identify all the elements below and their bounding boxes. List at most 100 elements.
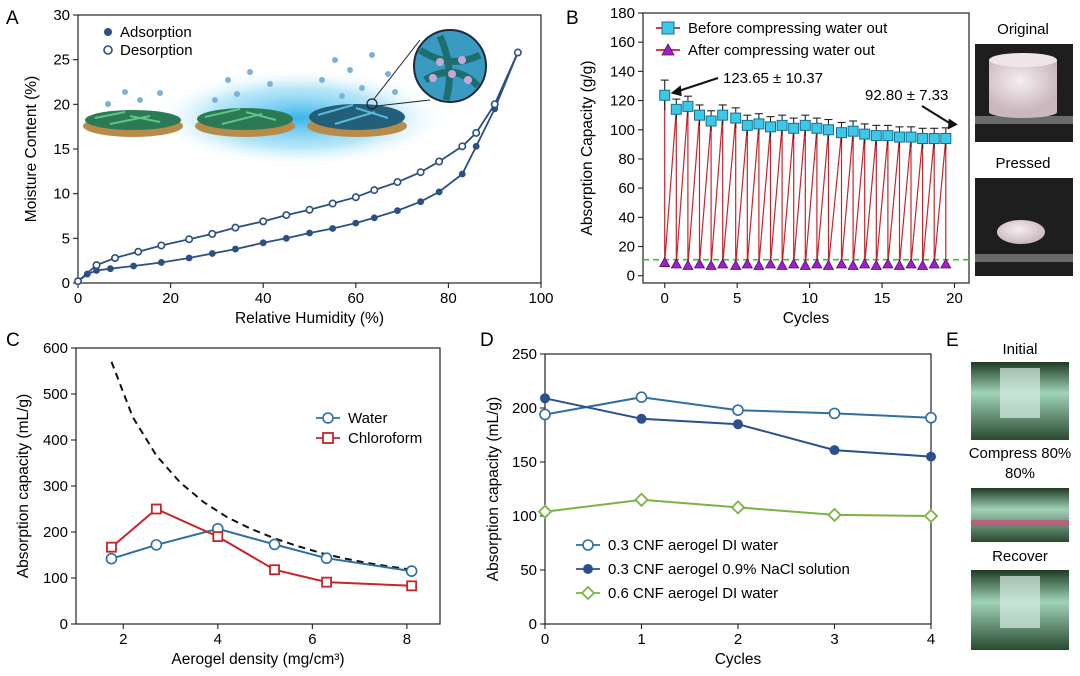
data-point-chloroform bbox=[406, 580, 418, 592]
y-tick-label: 80 bbox=[618, 151, 635, 168]
data-point-adsorption bbox=[435, 188, 443, 196]
data-point-desorption bbox=[513, 48, 522, 57]
data-point-after bbox=[905, 258, 917, 269]
data-point-desorption bbox=[416, 168, 425, 177]
data-point-after bbox=[788, 258, 800, 269]
data-point-series-3 bbox=[730, 500, 746, 515]
data-point-series-3 bbox=[923, 508, 939, 524]
annotation-arrowhead-start bbox=[670, 85, 682, 97]
x-axis-label: Aerogel density (mg/cm³) bbox=[171, 651, 344, 668]
data-point-desorption bbox=[282, 211, 291, 220]
data-point-adsorption bbox=[232, 245, 239, 253]
x-tick-label: 60 bbox=[347, 290, 364, 307]
x-tick-label: 3 bbox=[830, 631, 838, 648]
y-tick-label: 100 bbox=[512, 508, 537, 525]
plot-frame bbox=[642, 12, 970, 284]
x-tick-label: 0 bbox=[661, 290, 669, 307]
y-tick-label: 30 bbox=[53, 7, 70, 24]
cycle-zigzag-line bbox=[664, 95, 947, 266]
x-tick-label: 2 bbox=[734, 631, 742, 648]
data-point-after bbox=[928, 258, 940, 269]
legend-label: 0.3 CNF aerogel 0.9% NaCl solution bbox=[608, 561, 850, 578]
legend-label: Desorption bbox=[120, 42, 193, 59]
data-point-chloroform bbox=[106, 541, 117, 553]
data-point-before bbox=[705, 115, 717, 127]
data-point-series-1 bbox=[828, 407, 841, 420]
legend-marker bbox=[661, 43, 675, 56]
data-point-before bbox=[835, 127, 847, 139]
aerogel-disc-1 bbox=[83, 110, 183, 137]
legend-label: 0.6 CNF aerogel DI water bbox=[608, 585, 778, 602]
data-point-after bbox=[705, 259, 717, 270]
legend-marker bbox=[583, 564, 593, 574]
data-point-after bbox=[835, 258, 848, 269]
data-point-water bbox=[268, 538, 281, 551]
series-line-water bbox=[111, 527, 412, 573]
panel-label-c: C bbox=[6, 330, 20, 351]
plot-frame bbox=[75, 347, 441, 625]
data-point-before bbox=[859, 128, 871, 140]
zoom-lines bbox=[373, 39, 431, 107]
data-point-adsorption bbox=[259, 239, 267, 247]
y-tick-label: 200 bbox=[512, 400, 537, 417]
data-point-after bbox=[764, 258, 777, 269]
data-point-adsorption bbox=[352, 219, 360, 227]
x-tick-label: 4 bbox=[214, 631, 222, 648]
data-point-before bbox=[753, 118, 765, 130]
photo-caption-pressed: Pressed bbox=[995, 155, 1050, 172]
data-point-adsorption bbox=[185, 254, 193, 262]
y-tick-label: 50 bbox=[520, 562, 537, 579]
x-tick-label: 5 bbox=[733, 290, 741, 307]
data-point-adsorption bbox=[93, 267, 100, 274]
data-point-desorption bbox=[490, 100, 499, 109]
data-point-before bbox=[670, 103, 682, 115]
data-point-series-1 bbox=[732, 404, 744, 416]
data-point-water bbox=[105, 552, 118, 565]
data-point-before bbox=[659, 89, 671, 101]
y-tick-label: 160 bbox=[610, 34, 635, 51]
data-point-adsorption bbox=[394, 207, 401, 215]
legend-marker bbox=[322, 412, 334, 424]
y-tick-label: 150 bbox=[512, 454, 537, 471]
y-tick-label: 400 bbox=[43, 432, 68, 449]
x-tick-label: 100 bbox=[528, 290, 553, 307]
data-point-adsorption bbox=[472, 142, 480, 150]
data-point-adsorption bbox=[306, 229, 313, 237]
data-point-desorption bbox=[351, 193, 360, 202]
photo-caption-original: Original bbox=[997, 21, 1049, 38]
data-point-after bbox=[870, 259, 882, 270]
data-point-desorption bbox=[328, 199, 337, 208]
x-tick-label: 10 bbox=[801, 290, 818, 307]
data-point-before bbox=[799, 119, 811, 131]
legend-marker bbox=[104, 28, 112, 36]
data-point-before bbox=[882, 130, 894, 142]
data-point-chloroform bbox=[150, 503, 162, 515]
zoom-marker bbox=[366, 98, 378, 110]
y-tick-label: 300 bbox=[43, 478, 68, 495]
data-point-after bbox=[916, 259, 929, 270]
data-point-desorption bbox=[111, 253, 120, 262]
data-point-after bbox=[776, 259, 788, 270]
annotation-start: 123.65 ± 10.37 bbox=[723, 70, 823, 87]
data-point-desorption bbox=[157, 241, 166, 250]
y-tick-label: 60 bbox=[618, 180, 635, 197]
data-point-desorption bbox=[370, 186, 379, 195]
data-point-adsorption bbox=[107, 265, 114, 273]
water-molecules bbox=[105, 52, 398, 107]
y-tick-label: 0 bbox=[627, 268, 635, 285]
y-tick-label: 25 bbox=[53, 52, 70, 69]
x-tick-label: 20 bbox=[946, 290, 963, 307]
annotation-arrow-start bbox=[674, 77, 719, 94]
data-point-desorption bbox=[435, 157, 444, 166]
data-point-after bbox=[799, 259, 811, 270]
data-point-desorption bbox=[231, 223, 240, 232]
x-tick-label: 8 bbox=[403, 631, 411, 648]
x-tick-label: 2 bbox=[119, 631, 127, 648]
data-point-before bbox=[905, 131, 917, 143]
legend-marker bbox=[322, 432, 334, 444]
data-point-before bbox=[776, 119, 788, 131]
data-point-before bbox=[682, 100, 694, 112]
x-tick-label: 20 bbox=[162, 290, 179, 307]
data-point-after bbox=[811, 258, 823, 269]
